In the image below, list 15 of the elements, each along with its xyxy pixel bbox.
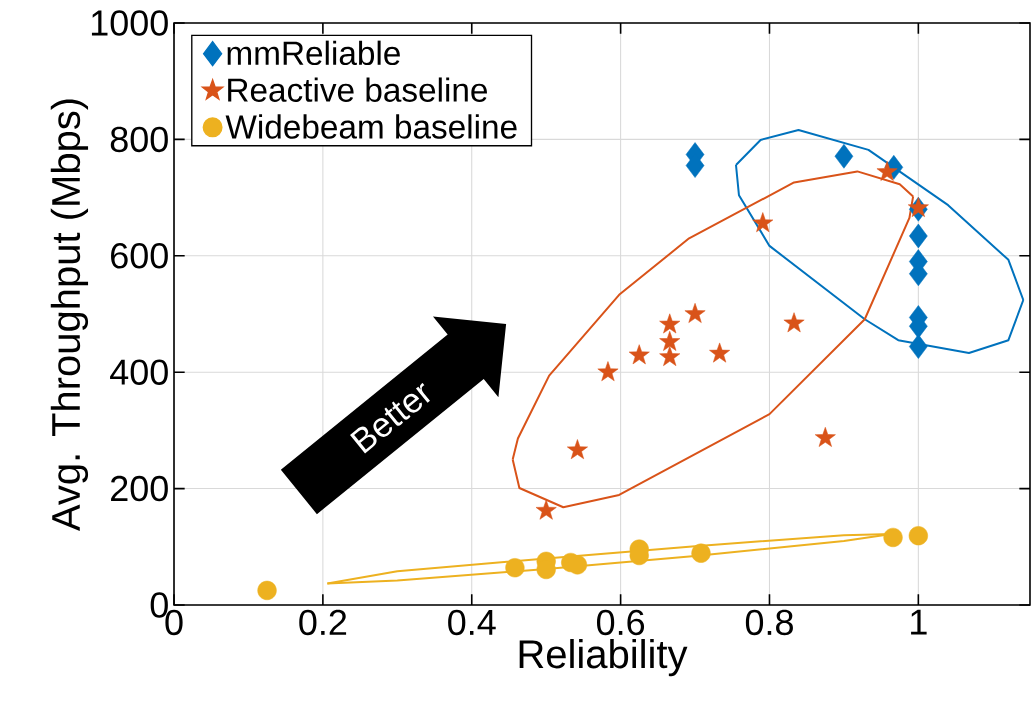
x-tick-label: 0.4 [448, 609, 496, 636]
y-tick-label: 200 [111, 475, 168, 502]
y-tick-label: 1000 [91, 10, 168, 36]
legend-label: Reactive baseline [228, 77, 487, 102]
x-tick-label: 0.6 [596, 609, 645, 636]
y-tick-label: 400 [110, 359, 168, 385]
x-axis-title: Reliability [519, 639, 688, 677]
legend-label: Widebeam baseline [225, 114, 517, 139]
y-axis-title: Avg. Throughput (Mbps) [50, 99, 89, 532]
legend-label: mmReliable [227, 40, 400, 66]
x-tick-label: 1 [911, 609, 927, 635]
x-tick-label: 0.2 [299, 609, 347, 636]
y-tick-label: 800 [110, 126, 168, 153]
y-tick-label: 600 [111, 243, 168, 269]
x-tick-label: 0.8 [745, 609, 793, 636]
